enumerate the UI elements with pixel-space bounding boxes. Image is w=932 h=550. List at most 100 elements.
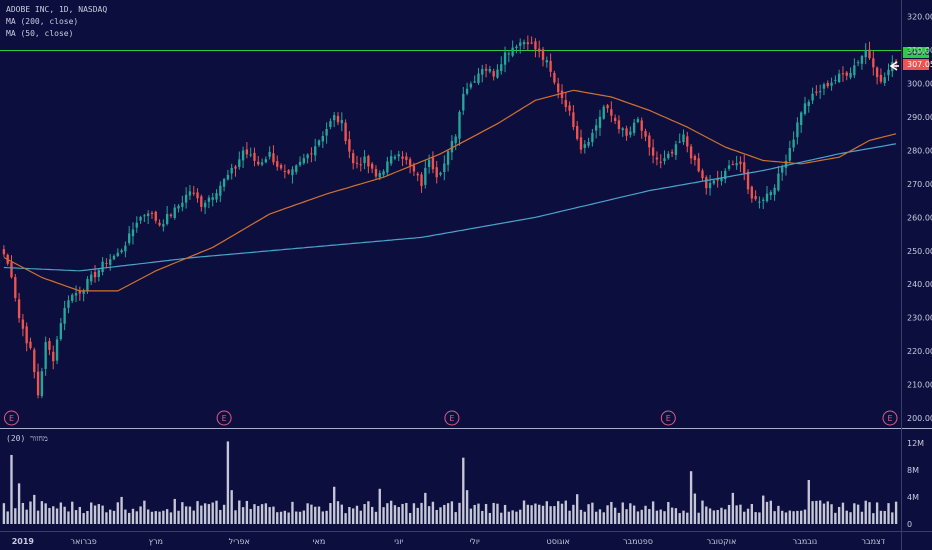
- volume-bar: [579, 509, 583, 524]
- candle: [792, 131, 795, 152]
- candle-body: [765, 193, 769, 202]
- candle: [507, 51, 511, 63]
- volume-bar: [48, 507, 51, 524]
- candle-body: [416, 173, 419, 176]
- candle-body: [663, 158, 666, 162]
- candle: [446, 149, 450, 172]
- volume-bar: [458, 502, 461, 524]
- volume-bar: [644, 505, 647, 524]
- candle: [655, 151, 659, 166]
- volume-bar: [116, 502, 119, 524]
- earnings-marker[interactable]: E: [3, 410, 19, 426]
- candle: [617, 115, 621, 134]
- candle: [71, 293, 74, 304]
- candle: [492, 68, 495, 81]
- time-axis-label: יוני: [394, 537, 403, 546]
- volume-bar: [818, 500, 822, 524]
- candle-body: [792, 139, 795, 148]
- candle-body: [139, 216, 142, 221]
- candle: [621, 126, 624, 137]
- candle-body: [492, 71, 495, 77]
- candle: [165, 205, 169, 226]
- candle-body: [758, 201, 761, 203]
- candle-body: [655, 157, 659, 160]
- candle: [367, 154, 370, 174]
- earnings-marker[interactable]: E: [216, 410, 232, 426]
- earnings-marker-label: E: [9, 414, 14, 423]
- candle: [10, 255, 13, 279]
- volume-bar: [708, 508, 712, 524]
- volume-bar: [196, 501, 199, 524]
- candle: [765, 186, 769, 203]
- candle: [21, 313, 25, 337]
- candle-body: [856, 62, 860, 64]
- candle-body: [90, 274, 93, 282]
- volume-bar: [14, 508, 17, 524]
- volume-bar: [834, 512, 837, 524]
- candle-body: [435, 167, 438, 178]
- scroll-to-realtime-arrow-icon[interactable]: [889, 61, 899, 71]
- legend-title: ADOBE INC, 1D, NASDAQ: [6, 5, 107, 14]
- earnings-marker[interactable]: E: [882, 410, 898, 426]
- candle-body: [97, 270, 100, 278]
- candle: [203, 200, 207, 215]
- volume-bar: [724, 509, 727, 524]
- volume-bar: [150, 511, 154, 524]
- candle-body: [257, 161, 260, 165]
- candle: [667, 151, 670, 160]
- volume-bar: [74, 510, 78, 524]
- candle-body: [424, 167, 427, 185]
- candle: [651, 139, 655, 164]
- volume-bar: [317, 506, 321, 524]
- candle: [355, 155, 359, 169]
- candle: [226, 169, 230, 181]
- volume-bar: [879, 510, 883, 524]
- volume-bar: [424, 492, 427, 524]
- volume-bar: [519, 509, 522, 524]
- candle: [583, 140, 586, 154]
- volume-bar: [420, 502, 423, 524]
- volume-bar: [560, 503, 564, 524]
- candle-body: [276, 161, 279, 167]
- candle-body: [762, 199, 765, 201]
- candle: [868, 41, 871, 60]
- candle-body: [705, 177, 708, 189]
- volume-bar: [651, 501, 655, 524]
- candle: [279, 163, 283, 171]
- earnings-marker[interactable]: E: [660, 410, 676, 426]
- volume-bar: [200, 505, 203, 524]
- earnings-marker[interactable]: E: [444, 410, 460, 426]
- candle: [67, 295, 70, 314]
- volume-bar: [796, 510, 799, 524]
- candle-body: [200, 196, 203, 207]
- volume-bar: [173, 498, 176, 524]
- volume-bar: [678, 513, 681, 524]
- candle-body: [689, 146, 693, 159]
- candle: [777, 166, 780, 192]
- volume-bar: [811, 501, 814, 524]
- candle-body: [837, 73, 841, 83]
- candle-body: [401, 156, 404, 159]
- candle: [150, 210, 154, 219]
- candle-body: [420, 174, 423, 187]
- candle-body: [716, 178, 719, 181]
- candle: [295, 164, 298, 175]
- last-price-tag: [903, 59, 929, 70]
- volume-bar: [777, 505, 780, 524]
- candle: [701, 168, 704, 182]
- candle-body: [667, 153, 670, 159]
- price-tick-label: 320.00: [907, 13, 932, 22]
- candle: [408, 157, 412, 174]
- candle-body: [784, 160, 788, 168]
- volume-bar: [773, 511, 776, 524]
- time-axis-label: אפריל: [229, 537, 250, 546]
- volume-bar: [120, 496, 123, 524]
- candle: [25, 322, 28, 352]
- candle: [800, 111, 803, 133]
- candle-body: [207, 197, 211, 202]
- candle: [154, 210, 157, 224]
- candle-body: [606, 105, 609, 109]
- candle: [663, 150, 666, 165]
